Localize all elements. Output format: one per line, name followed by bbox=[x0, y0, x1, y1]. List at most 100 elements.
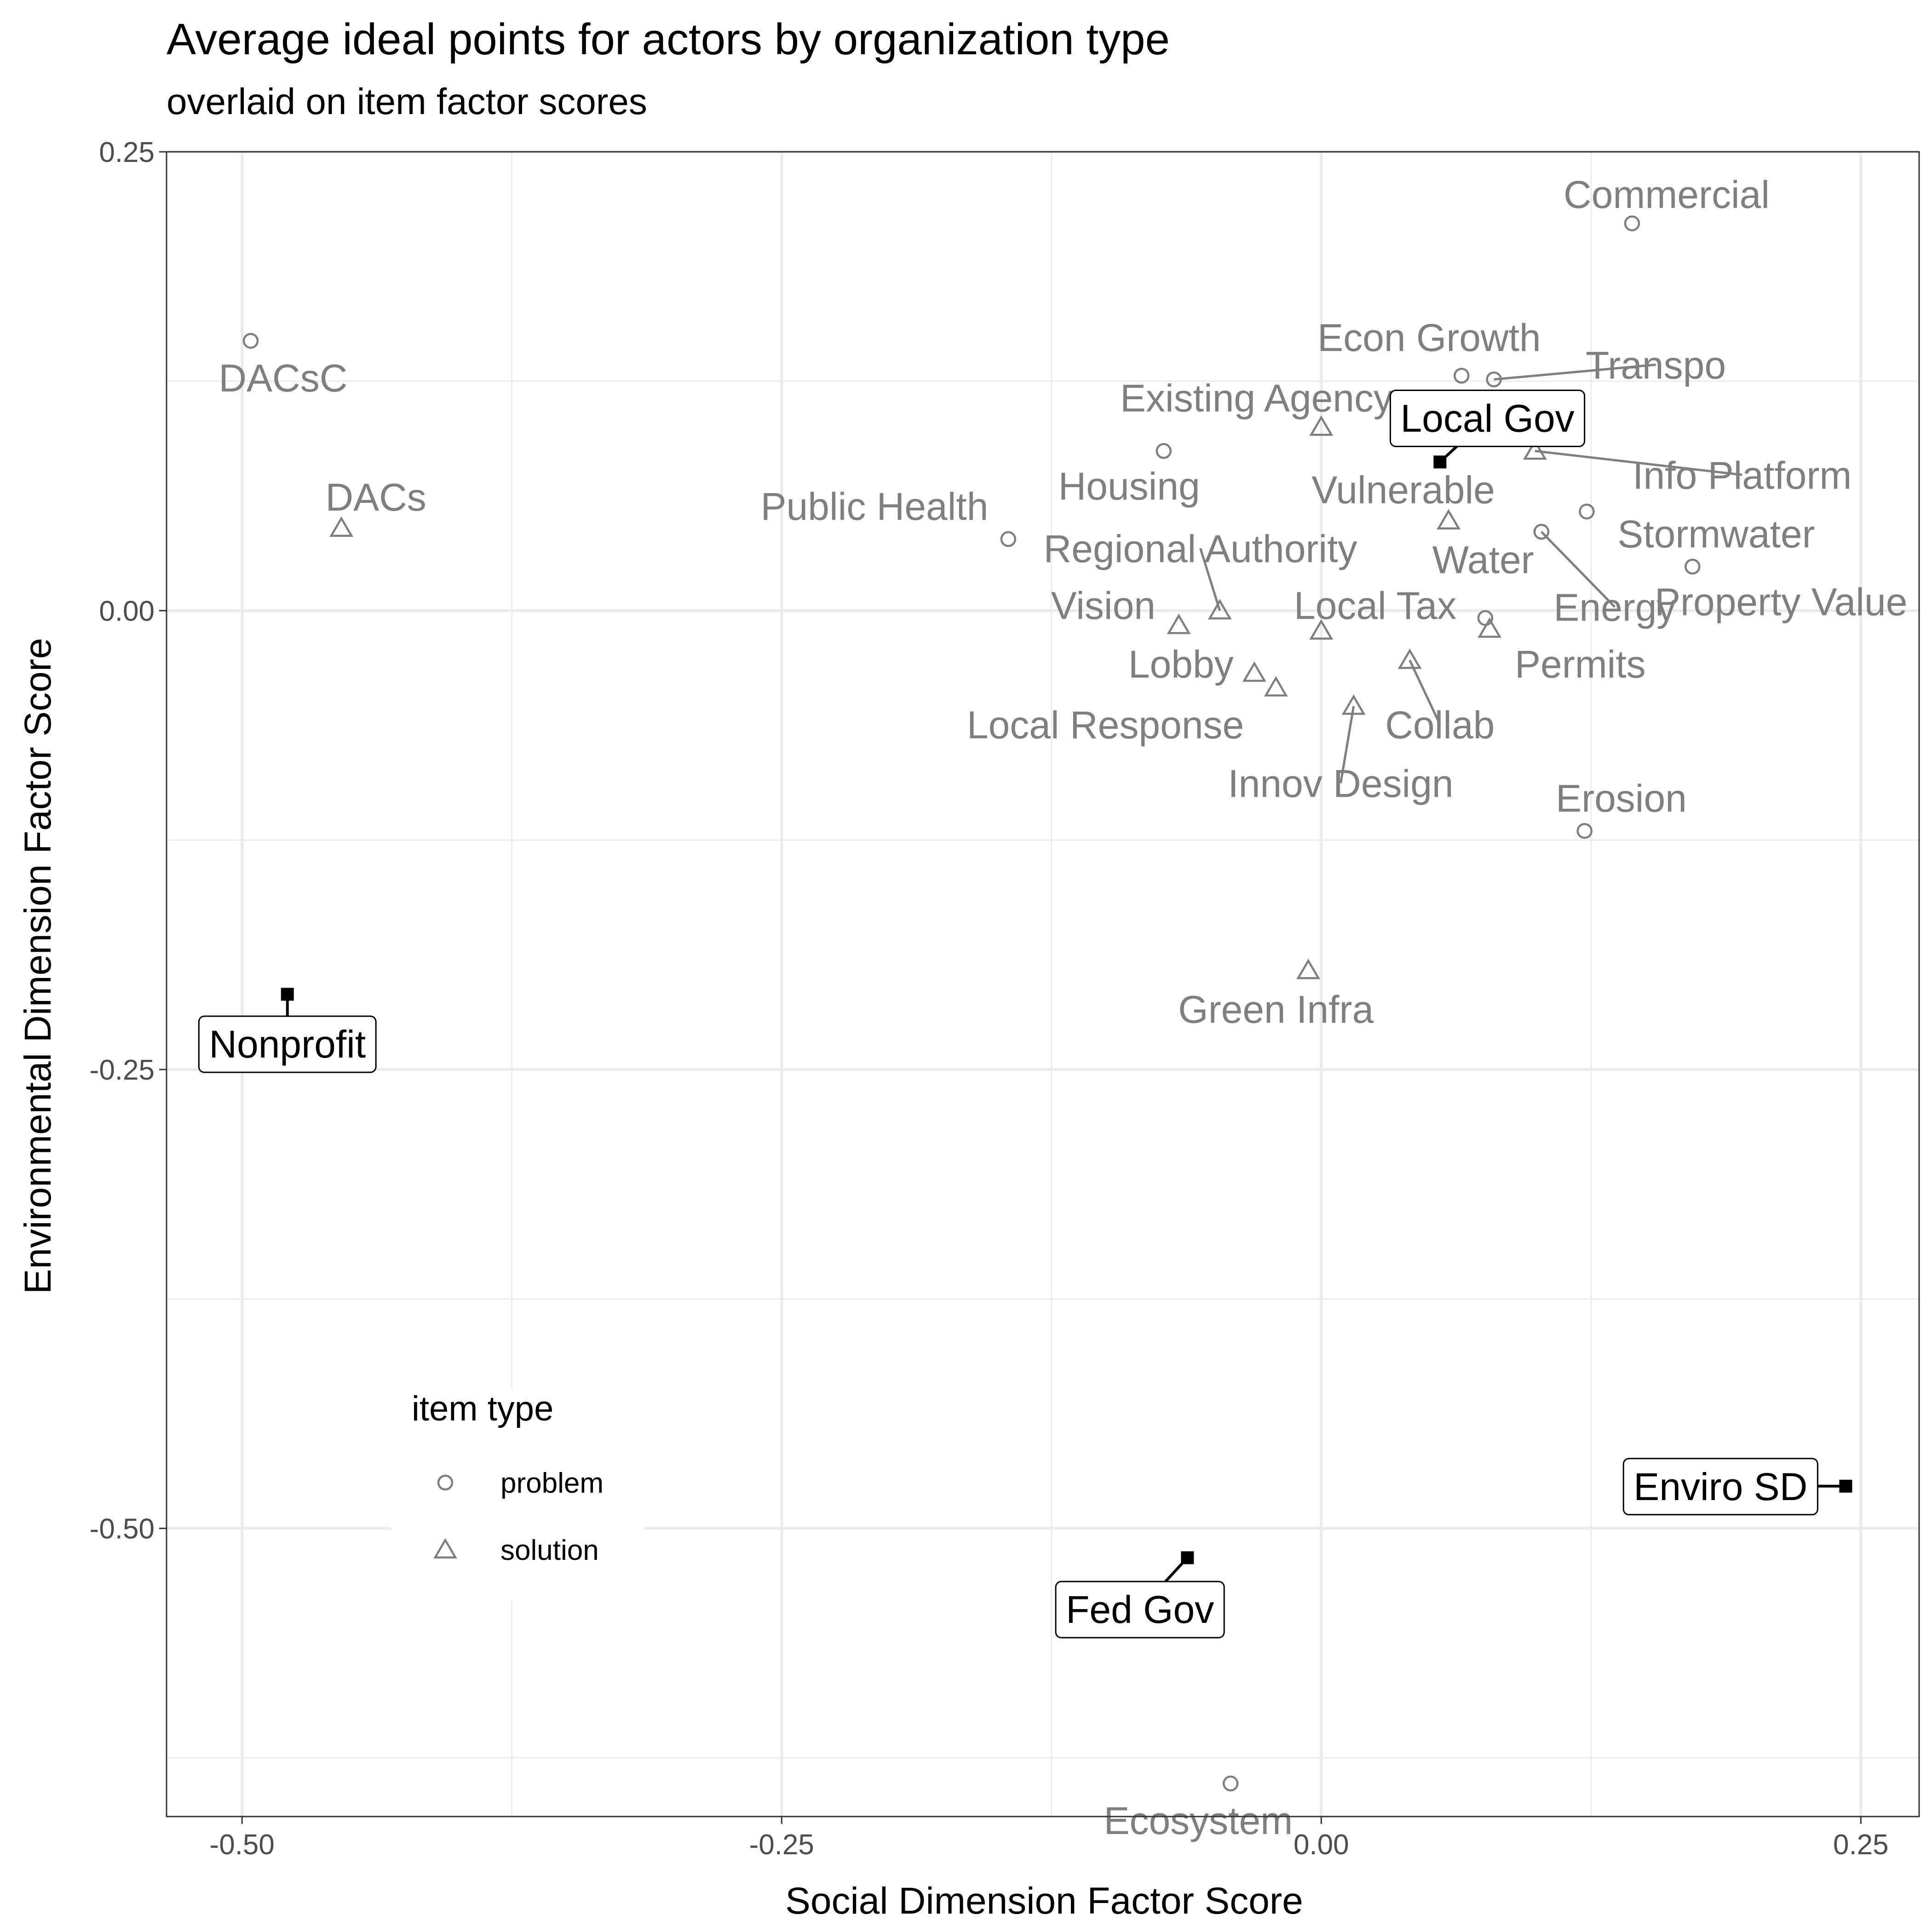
item-point-solution bbox=[1242, 661, 1266, 682]
y-tick-label: 0.00 bbox=[99, 596, 155, 627]
x-tick-label: -0.50 bbox=[210, 1829, 275, 1861]
item-point-solution bbox=[1167, 613, 1191, 634]
item-label: Regional Authority bbox=[1044, 527, 1357, 570]
item-label: Stormwater bbox=[1617, 512, 1815, 556]
x-tick-label: 0.25 bbox=[1833, 1829, 1889, 1861]
item-vulnerable: Vulnerable bbox=[1311, 468, 1495, 530]
item-point-problem bbox=[1477, 610, 1494, 626]
actor-label: Local Gov bbox=[1400, 397, 1574, 440]
x-tick-label: -0.25 bbox=[749, 1829, 814, 1861]
item-lobby: Lobby bbox=[1128, 643, 1266, 686]
item-label: Energy bbox=[1553, 586, 1676, 629]
actor-point bbox=[1181, 1551, 1194, 1564]
item-point-problem bbox=[1454, 368, 1470, 384]
item-points: Commercial DACsC Econ Growth Transpo Existin… bbox=[218, 173, 1907, 1842]
item-label: Local Response bbox=[967, 703, 1244, 747]
actor-point bbox=[281, 988, 294, 1001]
axes: -0.50 -0.25 0.00 0.25 0.25 0.00 -0.25 -0.50 bbox=[90, 137, 1889, 1861]
item-point-solution bbox=[1523, 439, 1547, 460]
chart-subtitle: overlaid on item factor scores bbox=[167, 81, 647, 122]
item-transpo: Transpo bbox=[1486, 344, 1726, 388]
actor-label: Nonprofit bbox=[209, 1023, 366, 1066]
legend-entry-solution: solution bbox=[433, 1535, 599, 1566]
item-point-solution bbox=[1397, 648, 1422, 669]
legend: item type problem solution bbox=[391, 1389, 644, 1601]
item-info-platform: Info Platform bbox=[1523, 439, 1852, 497]
item-point-solution bbox=[1309, 619, 1334, 640]
item-permits bbox=[1478, 617, 1502, 638]
actor-enviro-sd: Enviro SD bbox=[1622, 1458, 1852, 1516]
item-label: Green Infra bbox=[1178, 988, 1374, 1031]
item-housing: Housing bbox=[1058, 443, 1200, 508]
item-commercial: Commercial bbox=[1564, 173, 1770, 231]
item-label: Local Tax bbox=[1294, 584, 1456, 627]
item-label: Commercial bbox=[1564, 173, 1770, 216]
item-erosion: Erosion bbox=[1556, 777, 1687, 839]
item-water: Water bbox=[1432, 523, 1550, 581]
item-point-problem bbox=[1156, 443, 1172, 459]
item-label: Existing Agency bbox=[1120, 377, 1393, 420]
item-label: Econ Growth bbox=[1317, 316, 1541, 359]
item-point-problem bbox=[1579, 503, 1595, 520]
item-property-value: Property Value bbox=[1655, 558, 1907, 624]
legend-entry-problem: problem bbox=[437, 1467, 604, 1499]
legend-key-circle bbox=[437, 1474, 454, 1491]
item-label: Housing bbox=[1058, 465, 1200, 508]
item-point-solution bbox=[1437, 509, 1461, 530]
item-point-problem bbox=[1685, 558, 1701, 575]
item-point-solution bbox=[1296, 959, 1321, 979]
item-point-problem bbox=[1000, 531, 1017, 547]
item-green-infra: Green Infra bbox=[1178, 959, 1374, 1031]
legend-key-triangle bbox=[433, 1538, 457, 1559]
item-label: Vision bbox=[1051, 584, 1156, 627]
item-label: Permits bbox=[1515, 643, 1646, 686]
item-label: Vulnerable bbox=[1311, 468, 1495, 512]
chart-title: Average ideal points for actors by organ… bbox=[167, 15, 1170, 64]
legend-title: item type bbox=[412, 1389, 553, 1428]
item-label: Collab bbox=[1385, 703, 1495, 747]
item-point-solution bbox=[1478, 617, 1502, 638]
item-label: Water bbox=[1432, 538, 1534, 581]
item-innov-design: Innov Design bbox=[1228, 694, 1454, 805]
y-tick-label: -0.50 bbox=[90, 1513, 155, 1545]
item-leader-line bbox=[1494, 363, 1656, 381]
item-label: DACs bbox=[325, 476, 426, 519]
item-ecosystem: Ecosystem bbox=[1104, 1775, 1293, 1842]
item-point-problem bbox=[1576, 823, 1593, 839]
y-axis-title: Environmental Dimension Factor Score bbox=[17, 638, 59, 1294]
item-regional-authority: Regional Authority bbox=[1044, 527, 1357, 620]
item-point-solution bbox=[1309, 415, 1334, 436]
item-point-problem bbox=[1222, 1775, 1239, 1792]
item-label: Ecosystem bbox=[1104, 1799, 1293, 1842]
actor-label: Fed Gov bbox=[1066, 1588, 1214, 1631]
item-label: Lobby bbox=[1128, 643, 1234, 686]
item-point-solution bbox=[1264, 676, 1288, 697]
legend-background bbox=[391, 1389, 644, 1601]
item-econ-growth: Econ Growth bbox=[1317, 316, 1541, 384]
item-point-solution bbox=[1341, 694, 1366, 715]
item-leader-line bbox=[1535, 449, 1742, 476]
item-point-solution bbox=[1208, 599, 1232, 620]
x-tick-label: 0.00 bbox=[1294, 1829, 1349, 1861]
panel-border bbox=[166, 151, 1920, 1817]
actor-label: Enviro SD bbox=[1633, 1465, 1807, 1508]
item-label: Transpo bbox=[1586, 344, 1726, 387]
item-label: Public Health bbox=[761, 485, 989, 528]
item-label: Property Value bbox=[1655, 581, 1907, 624]
actor-label-box bbox=[1622, 1458, 1818, 1516]
item-stormwater: Stormwater bbox=[1579, 503, 1815, 556]
item-dacs: DACs bbox=[325, 476, 426, 537]
item-public-health: Public Health bbox=[761, 485, 1017, 547]
item-point-solution bbox=[329, 516, 354, 537]
item-label: DACsC bbox=[218, 356, 347, 400]
item-energy: Energy bbox=[1533, 523, 1676, 629]
y-tick-label: 0.25 bbox=[99, 137, 155, 168]
item-vision: Vision bbox=[1051, 584, 1191, 634]
actor-label-box bbox=[1055, 1581, 1225, 1639]
item-leader-line bbox=[1199, 548, 1221, 611]
actor-point bbox=[1433, 455, 1447, 469]
item-point-problem bbox=[1533, 523, 1550, 540]
legend-label: problem bbox=[500, 1467, 604, 1499]
item-label: Info Platform bbox=[1633, 454, 1852, 497]
actor-local-gov: Local Gov bbox=[1389, 390, 1586, 469]
